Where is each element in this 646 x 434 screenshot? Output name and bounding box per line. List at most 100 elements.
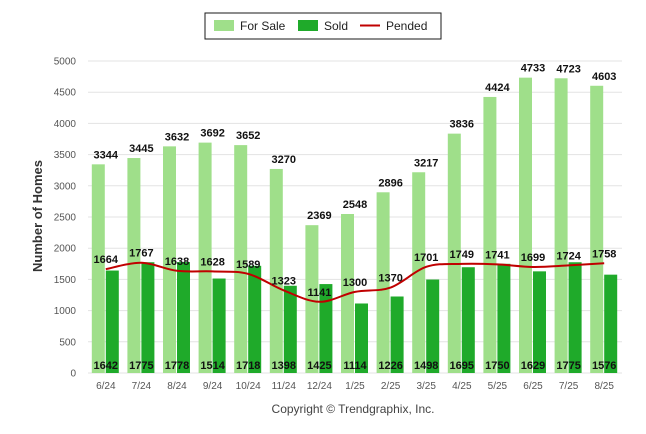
y-tick-label: 500 xyxy=(59,337,76,348)
label-sold: 1718 xyxy=(236,360,260,372)
label-for-sale: 3632 xyxy=(165,131,189,143)
bar-sold xyxy=(177,262,190,373)
label-for-sale: 2896 xyxy=(378,177,402,189)
copyright-text: Copyright © Trendgraphix, Inc. xyxy=(272,402,435,416)
x-tick-label: 2/25 xyxy=(381,381,401,392)
bar-for-sale xyxy=(447,133,461,373)
pended-line xyxy=(105,261,605,303)
legend: For Sale Sold Pended xyxy=(204,12,442,40)
label-sold: 1498 xyxy=(414,360,438,372)
x-tick-label: 8/24 xyxy=(167,381,187,392)
bar-sold xyxy=(141,262,155,373)
label-pended: 1701 xyxy=(414,252,438,264)
bar-sold xyxy=(497,263,511,373)
label-pended: 1664 xyxy=(94,254,119,266)
label-sold: 1695 xyxy=(450,360,474,372)
bar-sold xyxy=(426,279,440,373)
label-pended: 1758 xyxy=(592,248,616,260)
y-tick-label: 2500 xyxy=(54,213,77,224)
bar-for-sale xyxy=(234,145,248,373)
bar-sold xyxy=(248,265,262,373)
bar-for-sale xyxy=(163,146,176,373)
label-for-sale: 3270 xyxy=(272,154,296,166)
x-tick-label: 3/25 xyxy=(416,381,436,392)
y-tick-label: 4000 xyxy=(54,119,77,130)
legend-label-pended: Pended xyxy=(386,19,427,33)
bar-sold xyxy=(568,262,582,373)
x-tick-label: 12/24 xyxy=(307,381,332,392)
x-tick-label: 11/24 xyxy=(272,381,297,392)
label-sold: 1226 xyxy=(378,360,402,372)
x-tick-label: 5/25 xyxy=(488,381,508,392)
label-pended: 1699 xyxy=(521,252,545,264)
y-tick-label: 3500 xyxy=(54,150,77,161)
bar-sold xyxy=(105,270,119,373)
legend-label-for-sale: For Sale xyxy=(240,19,286,33)
label-sold: 1775 xyxy=(556,360,580,372)
label-pended: 1141 xyxy=(307,287,331,299)
bar-for-sale xyxy=(127,158,141,373)
bars xyxy=(91,77,618,374)
bar-sold xyxy=(390,296,404,373)
x-tick-label: 1/25 xyxy=(345,381,365,392)
label-for-sale: 2548 xyxy=(343,199,367,211)
x-axis-ticks: 6/24 7/24 8/24 9/24 10/24 11/24 12/24 1/25 2/25 3… xyxy=(96,381,614,392)
y-axis-label: Number of Homes xyxy=(30,160,45,272)
label-sold: 1425 xyxy=(307,360,331,372)
y-tick-label: 4500 xyxy=(54,88,77,99)
bar-for-sale xyxy=(519,77,532,373)
label-sold: 1114 xyxy=(343,360,367,372)
label-pended: 1628 xyxy=(200,256,224,268)
label-for-sale: 2369 xyxy=(307,210,331,222)
label-for-sale: 3344 xyxy=(94,149,119,161)
y-tick-label: 5000 xyxy=(54,57,77,68)
bar-for-sale xyxy=(554,78,568,374)
label-sold: 1629 xyxy=(521,360,545,372)
bar-for-sale xyxy=(412,172,426,373)
x-tick-label: 7/24 xyxy=(132,381,152,392)
label-for-sale: 3692 xyxy=(200,128,224,140)
label-pended: 1300 xyxy=(343,277,367,289)
x-tick-label: 7/25 xyxy=(559,381,579,392)
bar-sold xyxy=(212,278,226,373)
x-tick-label: 10/24 xyxy=(236,381,261,392)
x-tick-label: 9/24 xyxy=(203,381,223,392)
bar-sold xyxy=(283,285,297,373)
bar-sold xyxy=(461,267,475,373)
label-pended: 1767 xyxy=(129,248,153,260)
legend-swatch-sold xyxy=(298,20,318,31)
label-for-sale: 3217 xyxy=(414,157,438,169)
label-for-sale: 3652 xyxy=(236,130,260,142)
y-tick-label: 0 xyxy=(70,369,76,380)
y-tick-label: 2000 xyxy=(54,244,77,255)
y-tick-label: 3000 xyxy=(54,181,77,192)
value-labels: 3344 1642 1664 3445 1775 1767 3632 1778 1638 3692… xyxy=(94,63,617,372)
label-sold: 1514 xyxy=(200,360,225,372)
label-for-sale: 4733 xyxy=(521,63,545,75)
label-sold: 1775 xyxy=(129,360,153,372)
bar-for-sale xyxy=(590,85,604,373)
bar-for-sale xyxy=(198,142,212,373)
x-tick-label: 4/25 xyxy=(452,381,472,392)
bar-for-sale xyxy=(483,96,497,374)
label-pended: 1589 xyxy=(236,259,260,271)
label-sold: 1398 xyxy=(272,360,296,372)
label-for-sale: 4424 xyxy=(485,82,510,94)
label-pended: 1323 xyxy=(272,275,296,287)
y-tick-label: 1500 xyxy=(54,275,77,286)
bar-for-sale xyxy=(91,164,105,373)
x-tick-label: 6/25 xyxy=(523,381,543,392)
bar-sold xyxy=(319,284,333,373)
label-for-sale: 4603 xyxy=(592,71,616,83)
legend-box xyxy=(204,12,442,40)
label-sold: 1778 xyxy=(165,360,189,372)
bar-sold xyxy=(533,271,546,373)
bar-sold xyxy=(604,274,618,373)
label-pended: 1370 xyxy=(378,273,402,285)
label-for-sale: 3445 xyxy=(129,143,153,155)
label-pended: 1749 xyxy=(450,249,474,261)
y-axis-ticks: 0 500 1000 1500 2000 2500 3000 3500 4000 4500 5000 xyxy=(54,57,77,380)
bar-sold xyxy=(355,303,368,373)
label-pended: 1741 xyxy=(485,249,509,261)
